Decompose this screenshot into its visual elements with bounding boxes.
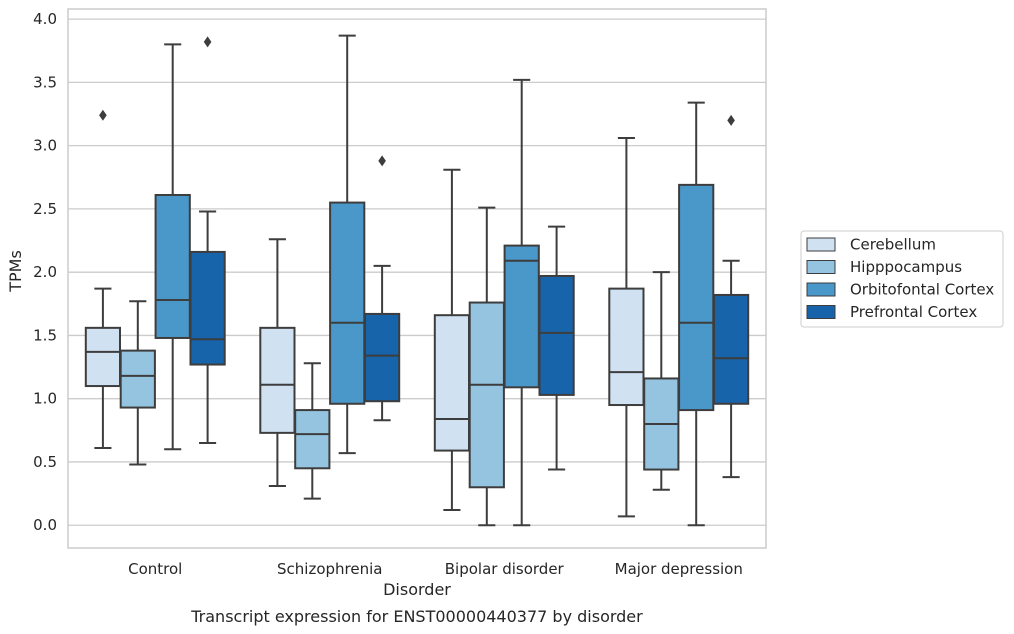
legend-swatch xyxy=(806,305,836,319)
outlier-point xyxy=(378,155,386,167)
chart-caption: Transcript expression for ENST0000044037… xyxy=(190,607,643,626)
y-tick-label: 3.5 xyxy=(33,73,57,91)
legend-swatch xyxy=(806,260,836,274)
plot-border xyxy=(67,8,767,549)
x-tick-label: Major depression xyxy=(615,560,743,578)
y-tick-label: 1.5 xyxy=(33,326,57,344)
box xyxy=(119,349,156,409)
box xyxy=(329,201,366,405)
box-group xyxy=(154,43,191,451)
x-tick-label: Schizophrenia xyxy=(277,560,382,578)
outlier-point xyxy=(99,109,107,121)
boxes xyxy=(84,34,750,527)
y-tick-label: 2.5 xyxy=(33,200,57,218)
legend-label: Prefrontal Cortex xyxy=(850,303,977,321)
outlier-point xyxy=(727,114,735,126)
y-tick-label: 4.0 xyxy=(33,10,57,28)
box-group xyxy=(468,206,505,527)
y-tick-label: 2.0 xyxy=(33,263,57,281)
box-group xyxy=(678,101,715,527)
y-axis-title: TPMs xyxy=(6,250,25,293)
legend-label: Orbitofontal Cortex xyxy=(850,281,994,299)
legend-swatch xyxy=(806,237,836,252)
box-group xyxy=(363,155,401,422)
box xyxy=(363,312,401,403)
box-group xyxy=(608,137,645,518)
plot-frame xyxy=(67,8,767,549)
box-group xyxy=(189,36,226,444)
box xyxy=(678,183,715,412)
y-tick-label: 0.0 xyxy=(33,516,57,534)
box-group xyxy=(433,168,471,512)
x-tick-label: Bipolar disorder xyxy=(445,560,565,578)
box xyxy=(503,244,540,389)
box xyxy=(468,301,505,489)
box xyxy=(608,287,645,407)
x-axis-ticks: Control Schizophrenia Bipolar disorder Majo… xyxy=(128,560,743,578)
box xyxy=(259,326,296,434)
box-group xyxy=(259,238,296,488)
y-axis-ticks: 0.0 0.5 1.0 1.5 2.0 2.5 3.0 3.5 4.0 xyxy=(33,10,57,534)
box-group xyxy=(84,109,122,450)
x-axis-title: Disorder xyxy=(383,580,451,599)
box-group xyxy=(712,114,750,479)
legend: Cerebellum Hipppocampus Orbitofontal Corte… xyxy=(800,230,1004,328)
y-tick-label: 1.0 xyxy=(33,390,57,408)
box xyxy=(84,326,122,388)
box xyxy=(154,193,191,339)
box xyxy=(712,293,750,405)
box xyxy=(189,250,226,366)
legend-label: Hipppocampus xyxy=(850,258,962,276)
legend-frame xyxy=(800,230,1004,328)
box-group xyxy=(119,300,156,466)
box-group xyxy=(503,78,540,527)
box xyxy=(538,274,575,396)
box xyxy=(433,314,471,452)
box xyxy=(294,409,331,470)
legend-swatch xyxy=(806,282,836,297)
x-tick-label: Control xyxy=(128,560,182,578)
box-group xyxy=(294,362,331,500)
box-group xyxy=(329,34,366,455)
box-group xyxy=(643,271,680,491)
y-tick-label: 3.0 xyxy=(33,137,57,155)
box-group xyxy=(538,225,575,471)
outlier-point xyxy=(203,36,212,48)
legend-label: Cerebellum xyxy=(850,236,936,254)
y-tick-label: 0.5 xyxy=(33,453,57,471)
